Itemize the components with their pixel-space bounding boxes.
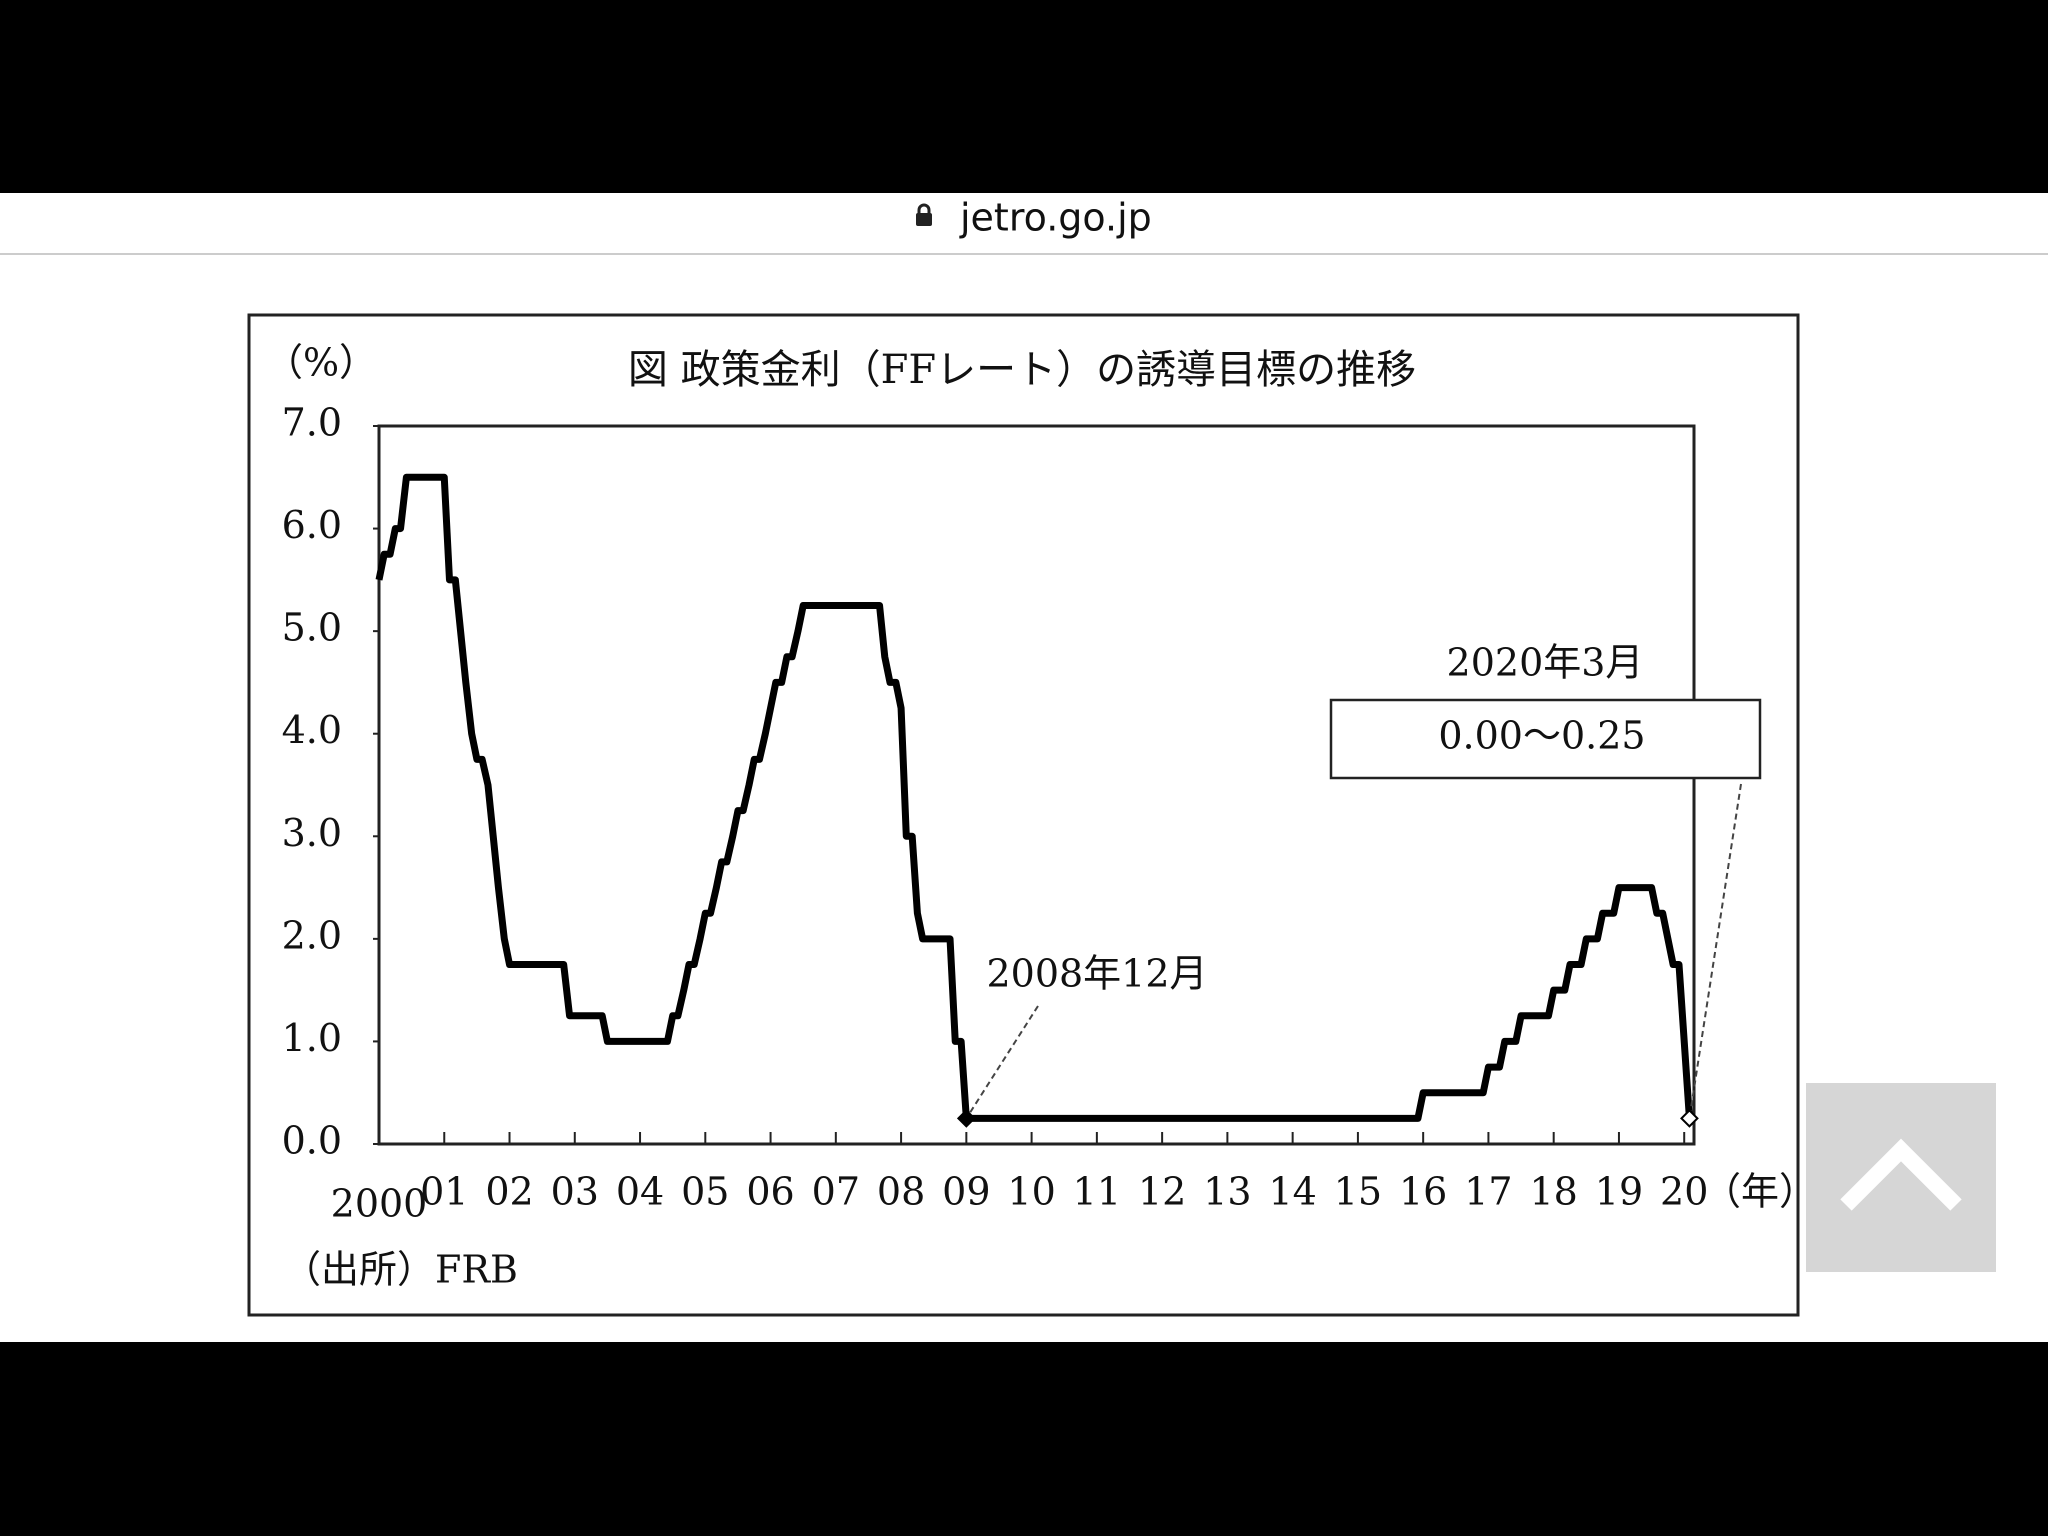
plot-area: [377, 424, 1696, 1146]
scroll-top-button[interactable]: [1806, 1083, 1996, 1272]
x-tick-label: 11: [1073, 1170, 1121, 1214]
url[interactable]: jetro.go.jp: [959, 196, 1152, 240]
x-tick-label: 03: [551, 1170, 599, 1214]
lock-icon: [916, 213, 932, 226]
scroll-top-bg[interactable]: [1806, 1083, 1996, 1272]
x-tick-label: 02: [485, 1170, 533, 1214]
x-tick-label: 12: [1138, 1170, 1186, 1214]
scroll-top-icon: [1840, 1138, 1962, 1211]
x-axis-label: （年）: [1703, 1170, 1817, 1214]
x-tick-label: 14: [1268, 1170, 1316, 1214]
source: （出所）FRB: [283, 1248, 518, 1292]
lock-shackle: [917, 203, 931, 214]
series-line: [375, 473, 1693, 1122]
x-tick-label: 19: [1595, 1170, 1643, 1214]
x-tick-label: 13: [1203, 1170, 1251, 1214]
x-tick-label: 05: [681, 1170, 729, 1214]
annotation-leader: [1688, 783, 1742, 1119]
y-tick-label: 7.0: [282, 401, 342, 445]
x-tick-label: 07: [812, 1170, 860, 1214]
x-tick-label: 04: [616, 1170, 664, 1214]
annotation-box: [1329, 698, 1762, 780]
point-marker: [1680, 1108, 1699, 1128]
x-tick-label: 10: [1007, 1170, 1055, 1214]
annotation-leader: [965, 1005, 1039, 1119]
x-tick-label: 16: [1399, 1170, 1447, 1214]
x-tick-label: 01: [420, 1170, 468, 1214]
y-tick-label: 1.0: [282, 1016, 342, 1060]
y-tick-label: 3.0: [282, 811, 342, 855]
x-tick-label: 17: [1464, 1170, 1512, 1214]
chart-title: 図 政策金利（FFレート）の誘導目標の推移: [628, 347, 1416, 393]
y-axis-label: （%）: [265, 341, 377, 385]
address-bar[interactable]: jetro.go.jp: [916, 196, 1152, 240]
x-tick-label: 20: [1660, 1170, 1708, 1214]
y-tick-label: 4.0: [282, 708, 342, 752]
x-tick-label: 09: [942, 1170, 990, 1214]
y-tick-label: 6.0: [282, 503, 342, 547]
y-tick-label: 0.0: [282, 1119, 342, 1163]
chart-frame: [247, 313, 1800, 1317]
annotation: 2020年3月: [1447, 641, 1644, 685]
x-tick-label: 08: [877, 1170, 925, 1214]
y-tick-label: 2.0: [282, 913, 342, 957]
point-marker: [956, 1108, 976, 1128]
x-tick-label: 15: [1334, 1170, 1382, 1214]
annotation: 2008年12月: [986, 952, 1207, 996]
x-tick-label: 06: [746, 1170, 794, 1214]
y-tick-label: 5.0: [282, 606, 342, 650]
x-tick-label: 2000: [331, 1182, 428, 1226]
annotation-box-text: 0.00～0.25: [1438, 714, 1645, 758]
x-tick-label: 18: [1530, 1170, 1578, 1214]
